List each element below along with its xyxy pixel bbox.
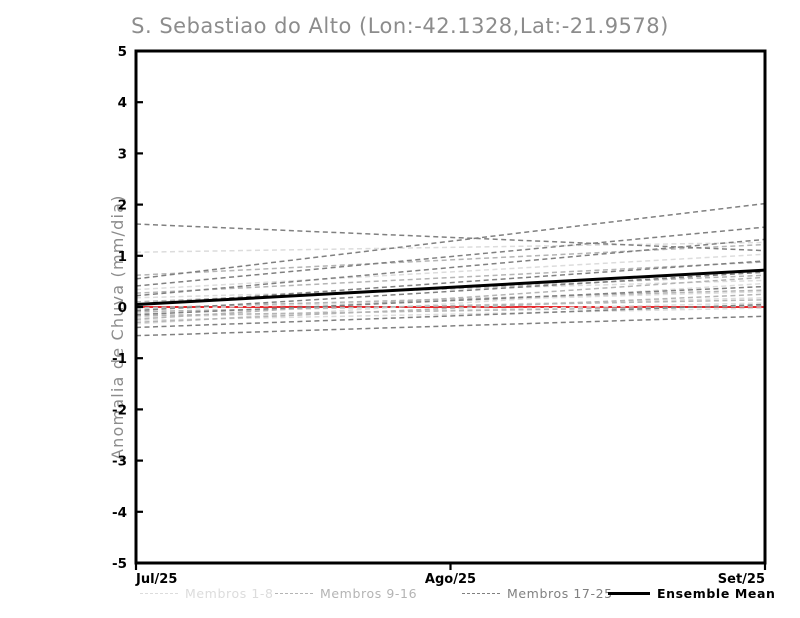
member-line — [136, 253, 765, 291]
x-axis-tick-label: Ago/25 — [425, 572, 476, 587]
legend-swatch — [608, 592, 650, 595]
member-line — [136, 302, 765, 318]
member-line — [136, 226, 765, 287]
legend-swatch — [140, 593, 178, 594]
legend-label: Membros 1-8 — [185, 586, 274, 601]
y-axis-tick-label: 3 — [118, 146, 127, 162]
member-line — [136, 293, 765, 324]
member-line — [136, 305, 765, 317]
member-line — [136, 241, 765, 253]
legend-item: Membros 17-25 — [462, 586, 613, 601]
member-line — [136, 285, 765, 316]
y-axis-tick-label: -3 — [112, 454, 127, 470]
ensemble-mean-line — [136, 268, 765, 306]
legend-item: Membros 9-16 — [275, 586, 417, 601]
member-line — [136, 303, 765, 329]
y-axis-tick-label: 4 — [118, 95, 127, 111]
member-line — [136, 238, 765, 297]
chart-title: S. Sebastiao do Alto (Lon:-42.1328,Lat:-… — [131, 14, 669, 38]
member-line — [136, 260, 765, 306]
member-line — [136, 202, 765, 280]
legend-label: Membros 9-16 — [320, 586, 418, 601]
legend-swatch — [275, 593, 313, 594]
y-axis-tick-label: 1 — [118, 249, 127, 265]
y-axis-tick-label: -2 — [112, 402, 127, 418]
legend-item: Ensemble Mean — [608, 586, 776, 601]
y-axis-tick-label: 2 — [118, 198, 127, 214]
chart-legend: Membros 1-8 Membros 9-16 Membros 17-25 Ense… — [0, 586, 800, 606]
y-axis-tick-label: 0 — [118, 300, 127, 316]
member-line — [136, 315, 765, 337]
legend-label: Membros 17-25 — [507, 586, 613, 601]
member-line — [136, 223, 765, 252]
x-axis-tick-label: Jul/25 — [135, 572, 177, 587]
legend-swatch — [462, 593, 500, 594]
y-axis-tick-label: -4 — [112, 505, 127, 521]
member-line — [136, 261, 765, 294]
member-line — [136, 276, 765, 321]
y-axis-tick-label: 5 — [118, 44, 127, 60]
legend-label: Ensemble Mean — [657, 586, 776, 601]
member-line — [136, 271, 765, 312]
y-axis-tick-label: -1 — [112, 351, 127, 367]
x-axis-tick-label: Set/25 — [718, 572, 765, 587]
member-line — [136, 243, 765, 277]
y-axis-tick-label: -5 — [112, 556, 127, 572]
legend-item: Membros 1-8 — [140, 586, 274, 601]
member-line — [136, 289, 765, 309]
